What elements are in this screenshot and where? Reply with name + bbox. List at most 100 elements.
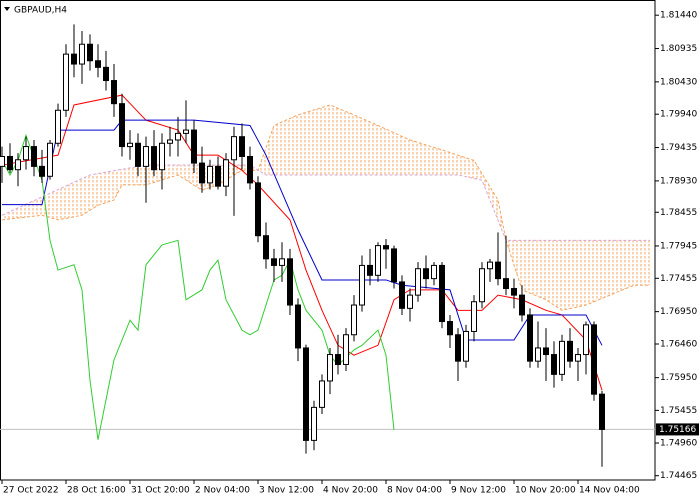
candle-body [231, 136, 237, 161]
candle-body [335, 354, 341, 365]
price-label-box [656, 423, 699, 436]
candle-body [479, 268, 485, 303]
candle-body [127, 142, 133, 148]
candle-body [7, 155, 13, 171]
y-tick-label: 1.75950 [660, 373, 697, 383]
candle-body [495, 261, 501, 280]
candle-body [407, 294, 413, 309]
candle-body [455, 334, 461, 362]
chart-title: GBPAUD,H4 [14, 6, 67, 16]
candle-body [159, 142, 165, 171]
candle-body [487, 261, 493, 270]
candle-body [71, 53, 77, 65]
candle-body [519, 294, 525, 316]
candle-body [351, 304, 357, 336]
candle-body [239, 136, 245, 157]
candle-body [255, 182, 261, 237]
candle-body [415, 268, 421, 296]
candle-body [567, 340, 573, 362]
cloud-fill [2, 104, 650, 311]
y-tick-label: 1.75455 [660, 406, 697, 416]
candle-body [175, 132, 181, 141]
candle-body [55, 109, 61, 144]
candle-body [527, 314, 533, 362]
candle-body [583, 324, 589, 356]
candle-body [191, 129, 197, 164]
candle-body [551, 354, 557, 375]
candle-body [103, 66, 109, 82]
candle-body [215, 165, 221, 187]
y-tick-label: 1.80935 [660, 44, 697, 54]
y-tick-label: 1.77455 [660, 274, 697, 284]
x-tick-label: 2 Nov 04:00 [195, 486, 250, 496]
title-icon [4, 7, 10, 11]
candle-body [47, 142, 53, 177]
candle-body [311, 406, 317, 441]
candle-body [503, 278, 509, 290]
candle-body [0, 155, 5, 167]
y-tick-label: 1.76950 [660, 307, 697, 317]
y-tick-label: 1.80430 [660, 77, 697, 87]
candle-body [511, 288, 517, 296]
candle-body [223, 159, 229, 187]
candle-body [343, 334, 349, 365]
candle-body [383, 245, 389, 250]
candle-body [463, 330, 469, 362]
candle-body [319, 380, 325, 408]
candle-body [439, 264, 445, 323]
candle-body [423, 268, 429, 280]
candle-body [295, 304, 301, 349]
candle-body [399, 281, 405, 309]
candle-body [559, 340, 565, 375]
candle-body [15, 159, 21, 171]
candle-body [119, 103, 125, 148]
candle-body [591, 324, 597, 395]
candle-body [143, 146, 149, 167]
candle-body [79, 43, 85, 65]
candle-body [471, 301, 477, 332]
candle-body [575, 354, 581, 362]
indicator-line [1, 133, 395, 440]
candle-body [247, 155, 253, 184]
candle-body [535, 347, 541, 362]
candle-body [359, 264, 365, 306]
candle-body [167, 139, 173, 144]
x-tick-label: 4 Nov 20:00 [323, 486, 378, 496]
plot-area [0, 24, 655, 467]
y-tick-label: 1.76460 [660, 339, 697, 349]
candle-body [367, 264, 373, 276]
candle-body [391, 248, 397, 283]
x-tick-label: 9 Nov 12:00 [451, 486, 506, 496]
x-tick-label: 14 Nov 04:00 [579, 486, 640, 496]
candle-body [95, 60, 101, 68]
y-tick-label: 1.79940 [660, 110, 697, 120]
candle-body [327, 354, 333, 382]
axes: 1.81440 1.80935 1.80430 1.79940 1.79435 1.789… [1, 11, 699, 496]
candle-body [63, 53, 69, 111]
y-tick-label: 1.78455 [660, 208, 697, 218]
x-tick-label: 10 Nov 20:00 [515, 486, 576, 496]
candle-body [151, 146, 157, 171]
candle-body [135, 142, 141, 167]
span-a-line [1, 104, 650, 311]
candle-body [87, 43, 93, 62]
candle-body [31, 146, 37, 167]
plot-frame [0, 0, 656, 481]
candle-body [543, 347, 549, 356]
y-tick-label: 1.74960 [660, 439, 697, 449]
candle-body [599, 393, 605, 430]
candle-body [431, 264, 437, 280]
candle-body [271, 258, 277, 266]
candle-body [263, 235, 269, 260]
candle-body [39, 165, 45, 177]
indicator-line [2, 119, 603, 346]
x-tick-label: 27 Oct 2022 [3, 486, 59, 496]
y-tick-label: 1.78930 [660, 176, 697, 186]
y-tick-label: 1.81440 [660, 11, 697, 21]
candle-body [375, 245, 381, 276]
span-b-line [1, 164, 650, 241]
y-tick-label: 1.79435 [660, 143, 697, 153]
x-tick-label: 8 Nov 04:00 [387, 486, 442, 496]
